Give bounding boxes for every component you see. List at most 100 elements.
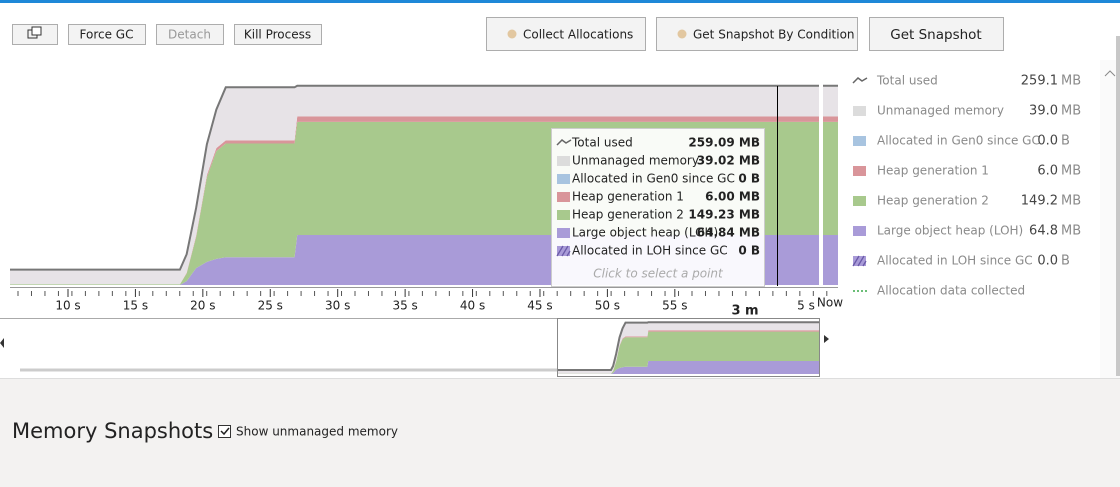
x-tick-label: 40 s (460, 299, 485, 313)
button[interactable] (156, 24, 224, 45)
button[interactable] (68, 24, 146, 45)
x-tick-label: 10 s (55, 299, 80, 313)
area-total-line (10, 84, 838, 271)
checkbox-label[interactable]: Show unmanaged memory (236, 425, 398, 439)
x-tick-label: 30 s (325, 299, 350, 313)
top-accent (0, 0, 1120, 3)
tooltip-name: Allocated in Gen0 since GC (572, 172, 735, 186)
legend-value: 259.1 (1021, 74, 1058, 89)
legend-value: 0.0 (1037, 134, 1058, 149)
tooltip-name: Heap generation 2 (572, 208, 684, 222)
time-mark: 5 s (797, 299, 815, 313)
checkbox[interactable] (218, 425, 231, 438)
legend-name: Allocation data collected (877, 284, 1025, 298)
time-gap (819, 80, 823, 288)
icon-hatch (852, 255, 867, 267)
toolbar (12, 24, 58, 45)
legend-name: Allocated in Gen0 since GC (877, 134, 1040, 148)
legend-unit: MB (1061, 74, 1081, 89)
overview-area (557, 331, 820, 374)
time-mark: Now (817, 296, 843, 310)
icon (557, 174, 570, 184)
legend-unit: MB (1061, 104, 1081, 119)
x-tick-label: 25 s (258, 299, 283, 313)
legend-value: 64.8 (1029, 224, 1058, 239)
action-label: Get Snapshot By Condition (693, 28, 855, 42)
icon-hatch (556, 245, 571, 257)
legend-name: Heap generation 2 (877, 194, 989, 208)
tooltip-value: 39.02 MB (697, 154, 760, 168)
icon (557, 246, 570, 256)
x-tick-label: 50 s (595, 299, 620, 313)
legend-value: 39.0 (1029, 104, 1058, 119)
tooltip-hint: Click to select a point (593, 267, 724, 281)
x-tick-label: 20 s (190, 299, 215, 313)
icon (853, 226, 866, 236)
time-mark: 3 m (731, 304, 758, 319)
legend-name: Heap generation 1 (877, 164, 989, 178)
x-tick-label: 55 s (662, 299, 687, 313)
scrollbar[interactable] (1100, 60, 1120, 378)
action-button[interactable] (656, 17, 858, 51)
legend-unit: MB (1061, 194, 1081, 209)
x-tick-label: 35 s (392, 299, 417, 313)
legend-value: 149.2 (1021, 194, 1058, 209)
tooltip: Total used 259.09 MB Unmanaged memory39.02… (551, 128, 765, 287)
snapshots-panel (0, 378, 1120, 487)
button-label: Kill Process (244, 28, 311, 42)
tooltip-value: 0 B (738, 172, 760, 186)
icon (557, 192, 570, 202)
tooltip-name: Total used (571, 136, 633, 150)
icon (853, 196, 866, 206)
overview-window (557, 318, 820, 377)
icon (853, 106, 866, 116)
legend-unit: MB (1061, 164, 1081, 179)
check-mark (220, 427, 230, 436)
x-tick-label: 45 s (527, 299, 552, 313)
legend-unit: MB (1061, 224, 1081, 239)
tooltip-value: 0 B (738, 244, 760, 258)
action-button[interactable] (869, 17, 1004, 51)
button-label: Detach (168, 28, 211, 42)
icon (852, 77, 868, 84)
tooltip-value: 6.00 MB (705, 190, 760, 204)
icon (556, 139, 572, 146)
tooltip-name: Heap generation 1 (572, 190, 684, 204)
x-tick-label: 15 s (123, 299, 148, 313)
legend-value: 0.0 (1037, 254, 1058, 269)
tooltip-value: 149.23 MB (688, 208, 760, 222)
area (10, 85, 838, 285)
icon (31, 26, 42, 36)
icon (853, 136, 866, 146)
panel-title: Memory Snapshots (12, 419, 213, 443)
tooltip-value: 64.84 MB (697, 226, 760, 240)
tooltip-box (551, 128, 765, 287)
scroll-thumb[interactable] (1116, 36, 1120, 376)
legend-value: 6.0 (1037, 164, 1058, 179)
status-dot (507, 29, 517, 39)
tooltip-name: Allocated in LOH since GC (572, 244, 728, 258)
tooltip-name: Unmanaged memory (572, 154, 699, 168)
tooltip-name: Large object heap (LOH) (572, 226, 718, 240)
action-label: Get Snapshot (890, 27, 981, 43)
legend-name: Allocated in LOH since GC (877, 254, 1033, 268)
overview-area-total-line (557, 321, 820, 371)
legend-name: Large object heap (LOH) (877, 224, 1023, 238)
legend-name: Total used (876, 74, 938, 88)
icon (853, 166, 866, 176)
icon (557, 210, 570, 220)
overview-area (557, 322, 820, 374)
overview-area (557, 361, 820, 374)
icon (557, 228, 570, 238)
scroll-arrow[interactable] (1104, 70, 1116, 77)
icon (853, 256, 866, 266)
action-label: Collect Allocations (523, 28, 633, 42)
icon (557, 156, 570, 166)
button-label: Force GC (80, 28, 134, 42)
tooltip-value: 259.09 MB (688, 136, 760, 150)
legend-name: Unmanaged memory (877, 104, 1004, 118)
legend-unit: B (1061, 254, 1070, 269)
button[interactable] (234, 24, 322, 45)
legend-unit: B (1061, 134, 1070, 149)
